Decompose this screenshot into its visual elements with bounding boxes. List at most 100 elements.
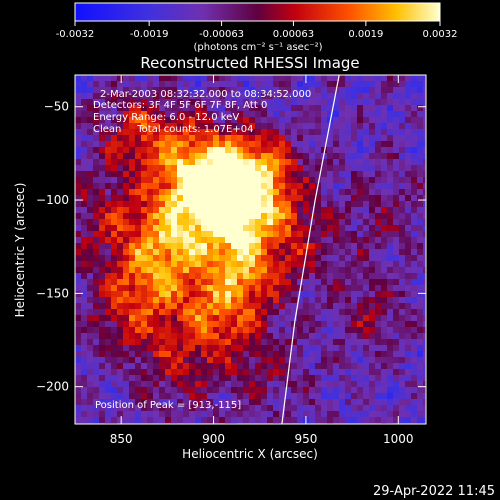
heatmap-cell [183, 99, 190, 106]
heatmap-cell [279, 111, 286, 118]
heatmap-cell [249, 93, 256, 100]
heatmap-cell [195, 255, 202, 262]
heatmap-cell [375, 297, 382, 304]
heatmap-cell [105, 117, 112, 124]
heatmap-cell [249, 393, 256, 400]
heatmap-cell [207, 117, 214, 124]
heatmap-cell [81, 393, 88, 400]
heatmap-cell [351, 369, 358, 376]
heatmap-cell [81, 165, 88, 172]
heatmap-cell [189, 159, 196, 166]
heatmap-cell [411, 399, 418, 406]
heatmap-cell [105, 75, 112, 82]
heatmap-cell [207, 141, 214, 148]
heatmap-cell [243, 183, 250, 190]
heatmap-cell [99, 249, 106, 256]
heatmap-cell [411, 237, 418, 244]
heatmap-cell [375, 303, 382, 310]
heatmap-cell [75, 189, 82, 196]
heatmap-cell [111, 75, 118, 82]
heatmap-cell [141, 327, 148, 334]
heatmap-cell [351, 93, 358, 100]
heatmap-cell [297, 243, 304, 250]
heatmap-cell [93, 177, 100, 184]
heatmap-cell [321, 189, 328, 196]
heatmap-cell [255, 315, 262, 322]
heatmap-cell [129, 249, 136, 256]
heatmap-cell [369, 417, 376, 424]
heatmap-cell [219, 291, 226, 298]
heatmap-cell [153, 93, 160, 100]
heatmap-cell [345, 171, 352, 178]
heatmap-cell [231, 135, 238, 142]
heatmap-cell [291, 303, 298, 310]
heatmap-cell [303, 183, 310, 190]
heatmap-cell [159, 147, 166, 154]
heatmap-cell [135, 201, 142, 208]
heatmap-cell [135, 207, 142, 214]
heatmap-cell [381, 387, 388, 394]
heatmap-cell [231, 93, 238, 100]
heatmap-cell [345, 285, 352, 292]
heatmap-cell [75, 321, 82, 328]
heatmap-cell [99, 171, 106, 178]
x-tick-label: 1000 [383, 432, 414, 446]
heatmap-cell [285, 261, 292, 268]
heatmap-cell [255, 279, 262, 286]
heatmap-cell [147, 351, 154, 358]
heatmap-cell [411, 333, 418, 340]
heatmap-cell [291, 195, 298, 202]
heatmap-cell [315, 315, 322, 322]
heatmap-cell [381, 111, 388, 118]
heatmap-cell [165, 141, 172, 148]
heatmap-cell [141, 333, 148, 340]
heatmap-cell [255, 357, 262, 364]
heatmap-cell [375, 381, 382, 388]
heatmap-cell [189, 117, 196, 124]
heatmap-cell [165, 219, 172, 226]
heatmap-cell [255, 93, 262, 100]
heatmap-cell [75, 369, 82, 376]
heatmap-cell [135, 177, 142, 184]
heatmap-cell [363, 405, 370, 412]
heatmap-cell [309, 345, 316, 352]
heatmap-cell [183, 291, 190, 298]
heatmap-cell [339, 369, 346, 376]
heatmap-cell [75, 123, 82, 130]
heatmap-cell [81, 297, 88, 304]
heatmap-cell [363, 99, 370, 106]
heatmap-cell [159, 363, 166, 370]
heatmap-cell [135, 93, 142, 100]
heatmap-cell [255, 321, 262, 328]
heatmap-cell [243, 285, 250, 292]
heatmap-cell [363, 417, 370, 424]
heatmap-cell [405, 327, 412, 334]
heatmap-cell [219, 195, 226, 202]
heatmap-cell [327, 135, 334, 142]
heatmap-cell [87, 213, 94, 220]
heatmap-cell [411, 279, 418, 286]
heatmap-cell [303, 261, 310, 268]
heatmap-cell [333, 375, 340, 382]
heatmap-cell [375, 81, 382, 88]
heatmap-cell [351, 273, 358, 280]
heatmap-cell [297, 315, 304, 322]
heatmap-cell [177, 315, 184, 322]
heatmap-cell [93, 111, 100, 118]
heatmap-cell [393, 333, 400, 340]
heatmap-cell [279, 117, 286, 124]
heatmap-cell [261, 105, 268, 112]
heatmap-cell [315, 327, 322, 334]
heatmap-cell [363, 255, 370, 262]
heatmap-cell [99, 81, 106, 88]
heatmap-cell [147, 225, 154, 232]
heatmap-cell [321, 81, 328, 88]
heatmap-cell [141, 231, 148, 238]
heatmap-cell [375, 219, 382, 226]
heatmap-cell [117, 285, 124, 292]
heatmap-cell [123, 81, 130, 88]
heatmap-cell [171, 153, 178, 160]
heatmap-cell [159, 237, 166, 244]
heatmap-cell [105, 183, 112, 190]
heatmap-cell [243, 369, 250, 376]
